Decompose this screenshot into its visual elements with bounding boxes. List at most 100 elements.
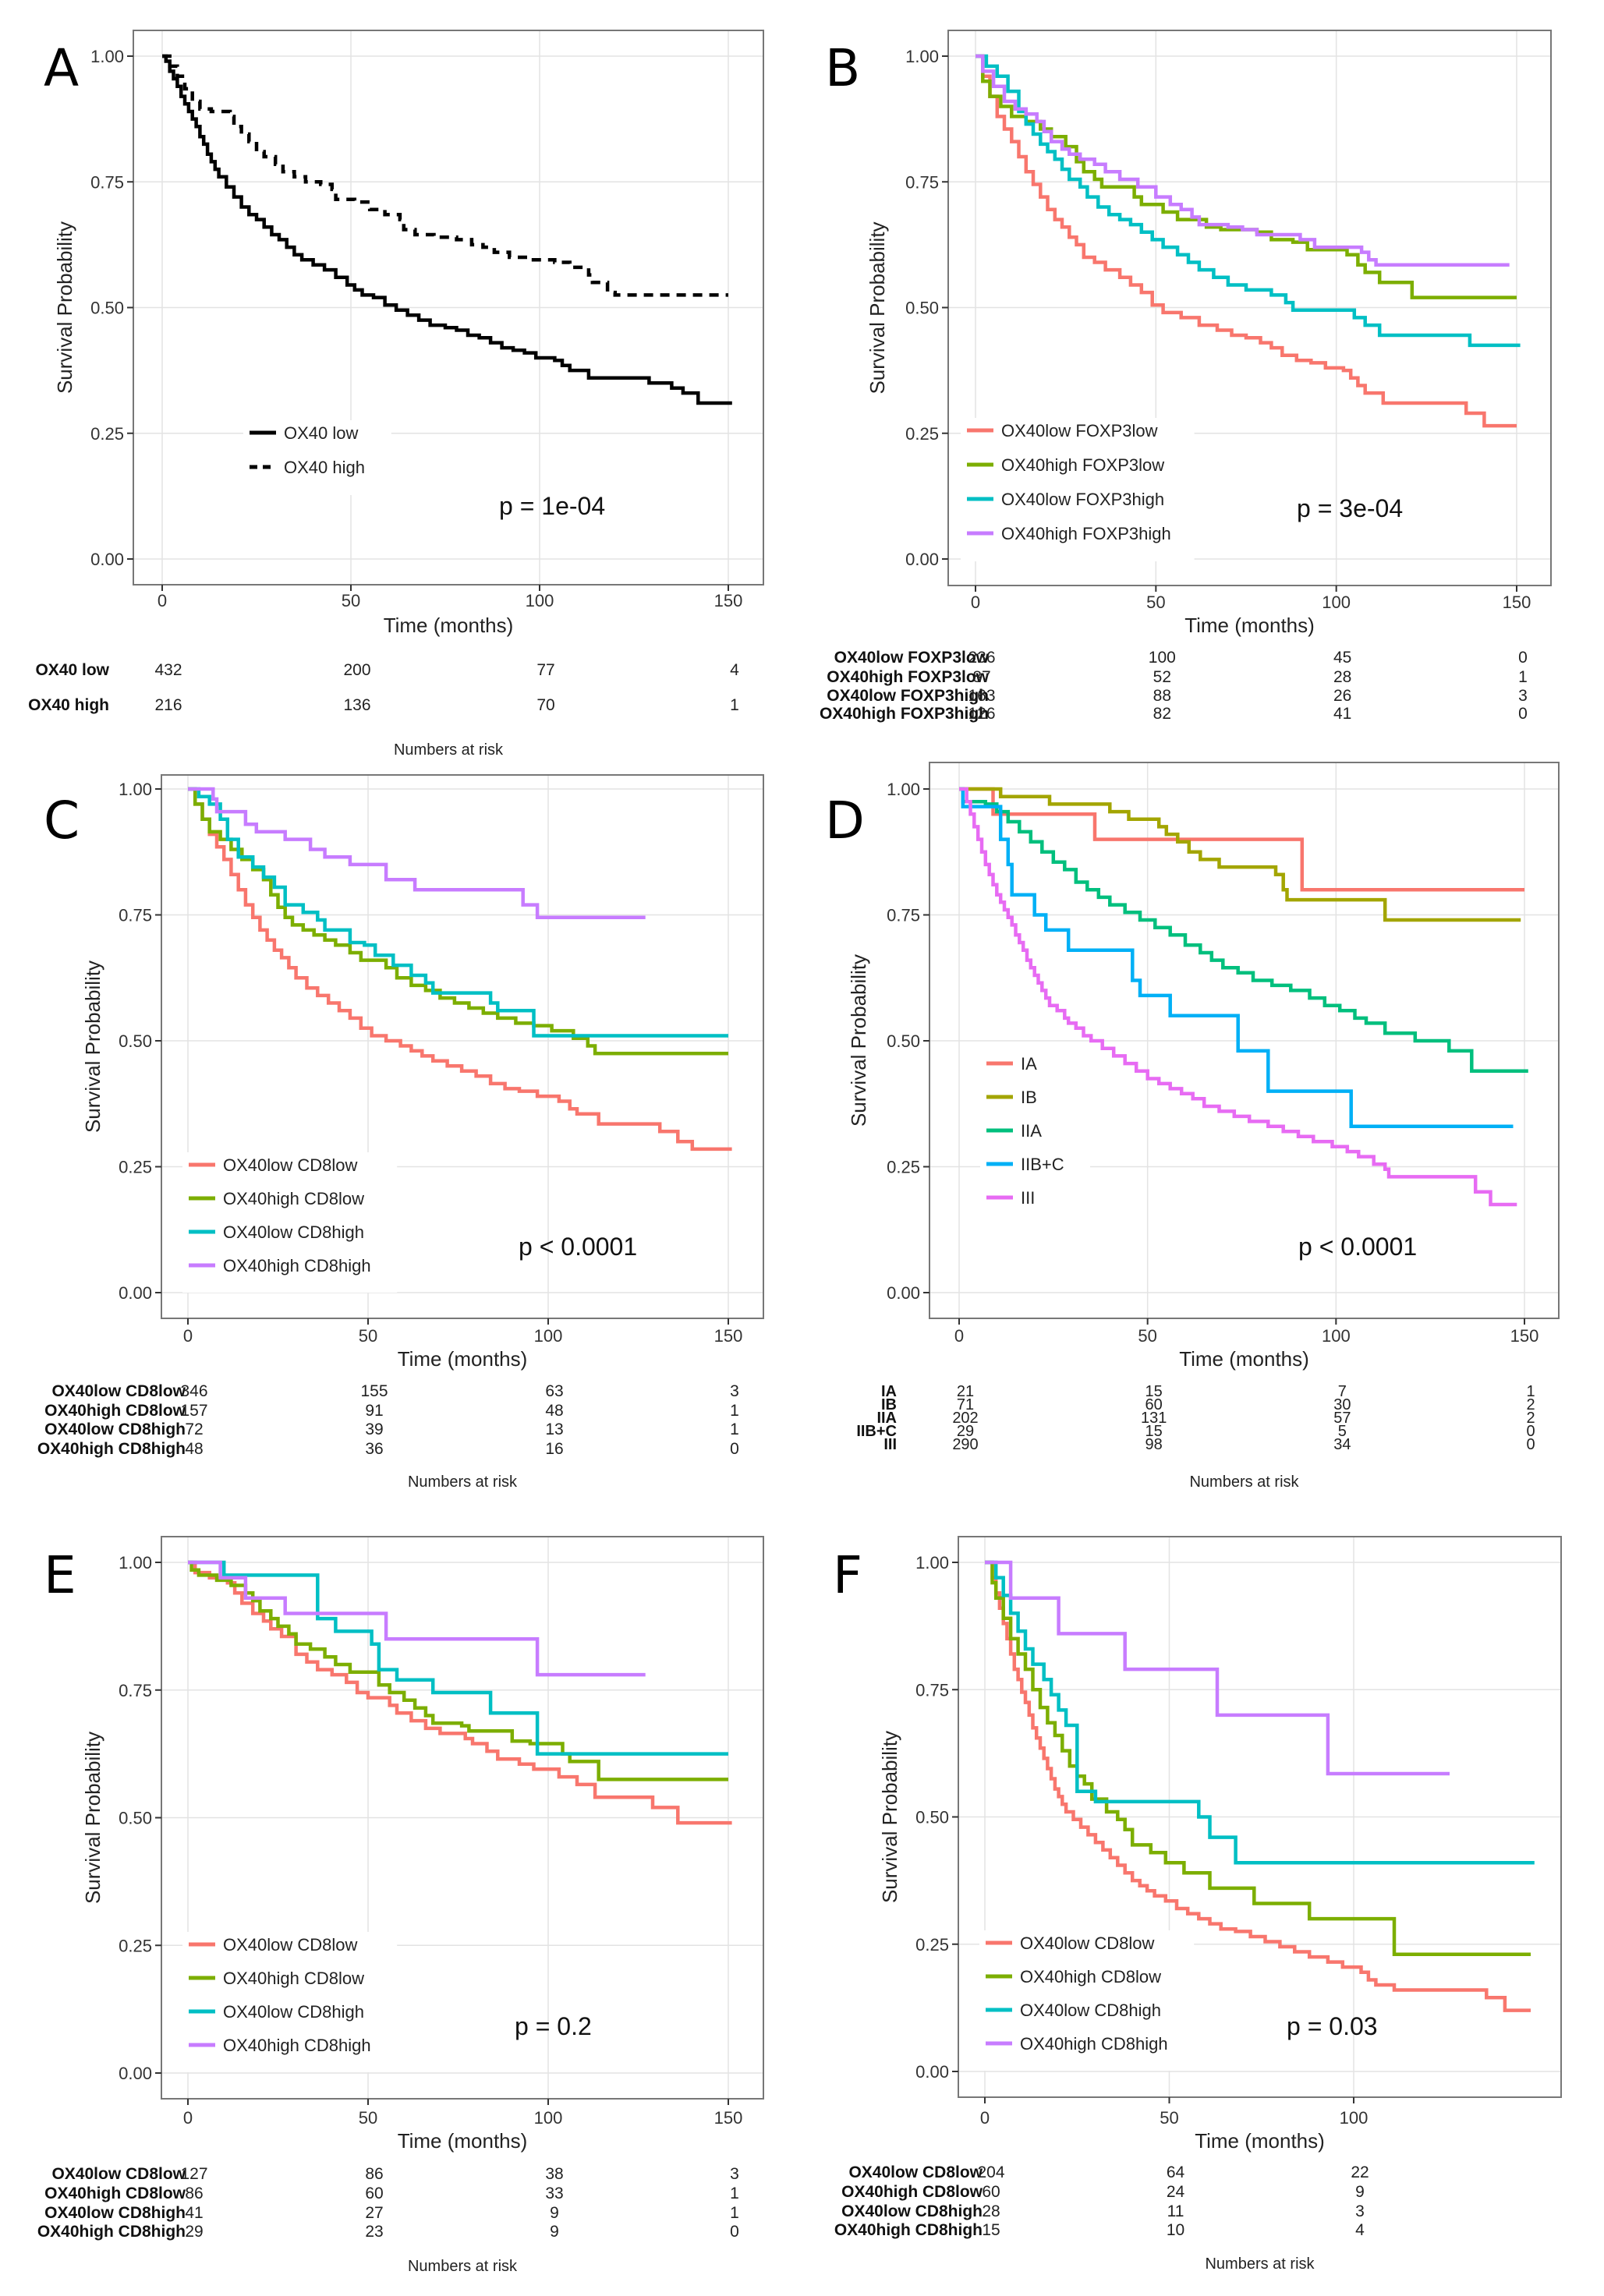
km-curve-ox40high-foxp3high <box>976 54 1510 267</box>
risk-value: 155 <box>360 1382 388 1400</box>
km-curve-ia <box>959 787 1524 892</box>
legend-label: OX40high CD8high <box>223 2036 371 2055</box>
risk-value: 22 <box>1351 2163 1369 2181</box>
risk-row-label: IB <box>881 1396 897 1413</box>
risk-value: 100 <box>1149 649 1176 667</box>
risk-value: 1 <box>730 2204 739 2222</box>
x-tick-label: 150 <box>714 2108 743 2128</box>
risk-value: 9 <box>550 2223 559 2241</box>
x-tick-label: 50 <box>1138 1326 1156 1346</box>
km-curve-ox40high-cd8high <box>188 787 646 919</box>
x-tick-label: 100 <box>1340 2108 1369 2128</box>
p-value: p = 0.03 <box>1287 2012 1378 2040</box>
risk-row-label: IIB+C <box>856 1423 897 1440</box>
y-axis-title: Survival Probability <box>53 221 76 394</box>
y-tick-label: 1.00 <box>915 1553 949 1573</box>
legend: OX40low FOXP3low OX40high FOXP3low OX40low… <box>961 418 1195 561</box>
km-curve-ox40-high <box>162 54 728 297</box>
risk-row-label: OX40low FOXP3low <box>834 649 990 667</box>
legend: OX40 low OX40 high <box>243 420 391 495</box>
km-curve-iii <box>959 787 1517 1207</box>
risk-row-label: OX40high CD8high <box>834 2221 983 2239</box>
risk-value: 0 <box>1518 649 1528 667</box>
risk-table-title: Numbers at risk <box>408 1473 518 1491</box>
x-tick-label: 0 <box>183 1326 193 1346</box>
y-tick-label: 0.25 <box>887 1158 920 1177</box>
x-tick-label: 100 <box>1322 1326 1351 1346</box>
legend-label: OX40high FOXP3low <box>1001 455 1164 475</box>
legend-label: OX40low CD8high <box>223 1222 364 1242</box>
risk-row-label: OX40low CD8high <box>841 2202 983 2220</box>
risk-value: 82 <box>1153 705 1171 723</box>
x-tick-label: 150 <box>714 591 743 610</box>
p-value: p < 0.0001 <box>519 1233 637 1261</box>
x-tick-label: 150 <box>714 1326 743 1346</box>
legend-label: OX40low CD8low <box>223 1155 358 1175</box>
y-tick-label: 0.00 <box>119 1283 152 1303</box>
plot-frame <box>161 774 764 1319</box>
legend: OX40low CD8low OX40high CD8low OX40low CD8… <box>979 1930 1195 2071</box>
km-curve-ox40low-cd8high <box>188 1560 728 1756</box>
x-axis-title: Time (months) <box>1184 614 1315 637</box>
x-tick-label: 100 <box>1322 593 1351 612</box>
km-curve-iib-c <box>959 787 1514 1129</box>
legend-label: III <box>1021 1188 1035 1208</box>
y-tick-label: 0.00 <box>905 550 939 569</box>
y-tick-label: 0.00 <box>887 1283 920 1303</box>
risk-value: 5 <box>1338 1423 1347 1440</box>
risk-value: 3 <box>1355 2202 1365 2220</box>
risk-row-label: OX40low FOXP3high <box>827 687 989 705</box>
legend-background <box>182 1152 398 1293</box>
y-axis-title: Survival Probability <box>81 1732 104 1904</box>
risk-value: 4 <box>1355 2221 1365 2239</box>
y-tick-label: 0.25 <box>119 1936 152 1955</box>
legend-label: OX40high CD8low <box>1020 1967 1161 1986</box>
legend-label: OX40low FOXP3high <box>1001 490 1164 509</box>
legend-label: OX40high CD8high <box>1020 2034 1168 2054</box>
risk-row-label: OX40low CD8low <box>848 2163 983 2181</box>
risk-table-title: Numbers at risk <box>1205 2255 1315 2273</box>
risk-value: 1 <box>730 696 739 714</box>
x-tick-label: 50 <box>1146 593 1165 612</box>
risk-value: 1 <box>730 1420 739 1438</box>
legend-label: IA <box>1021 1054 1037 1074</box>
risk-table-title: Numbers at risk <box>408 2258 518 2275</box>
risk-value: 63 <box>545 1382 563 1400</box>
risk-value: 36 <box>365 1440 383 1458</box>
risk-value: 11 <box>1167 2202 1184 2220</box>
legend-label: OX40high CD8low <box>223 1969 364 1988</box>
risk-value: 15 <box>1145 1383 1163 1400</box>
risk-value: 346 <box>180 1382 207 1400</box>
p-value: p = 3e-04 <box>1297 494 1403 522</box>
legend-label: OX40low CD8low <box>1020 1933 1155 1953</box>
y-tick-label: 1.00 <box>887 780 920 799</box>
x-axis-title: Time (months) <box>398 2129 528 2153</box>
risk-value: 15 <box>982 2221 1000 2239</box>
legend-label: OX40low CD8high <box>1020 2001 1161 2020</box>
risk-table-title: Numbers at risk <box>394 741 504 759</box>
risk-value: 60 <box>982 2183 1000 2201</box>
y-tick-label: 0.50 <box>119 1031 152 1051</box>
x-tick-label: 50 <box>359 1326 377 1346</box>
risk-row-label: OX40high CD8low <box>44 2185 186 2202</box>
risk-row-label: OX40low CD8high <box>44 2204 186 2222</box>
risk-value: 39 <box>365 1420 383 1438</box>
legend-label: OX40low CD8high <box>223 2002 364 2022</box>
risk-value: 3 <box>1518 687 1528 705</box>
risk-value: 3 <box>730 1382 739 1400</box>
legend-background <box>961 418 1195 561</box>
risk-row-label: OX40 high <box>28 696 109 714</box>
risk-value: 86 <box>365 2165 383 2183</box>
x-tick-label: 0 <box>183 2108 193 2128</box>
risk-value: 86 <box>185 2185 203 2202</box>
km-curve-ox40low-cd8high <box>188 787 728 1038</box>
y-tick-label: 0.75 <box>887 906 920 925</box>
risk-row-label: OX40low CD8high <box>44 1420 186 1438</box>
km-curve-ox40low-cd8low <box>985 1560 1531 2012</box>
risk-value: 16 <box>545 1440 563 1458</box>
risk-value: 26 <box>1333 687 1351 705</box>
legend: IA IB IIA IIB+C III <box>980 1051 1090 1225</box>
